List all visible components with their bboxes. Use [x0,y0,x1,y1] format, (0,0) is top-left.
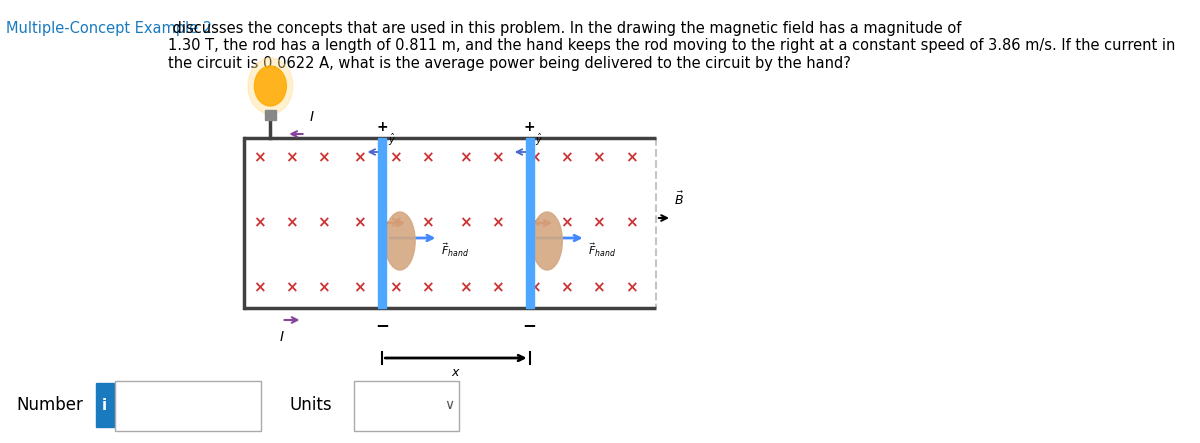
Text: discusses the concepts that are used in this problem. In the drawing the magneti: discusses the concepts that are used in … [168,21,1175,71]
Text: ×: × [354,280,366,295]
Text: ×: × [421,215,434,230]
Circle shape [248,58,293,114]
Bar [265,110,276,120]
Text: ×: × [390,215,402,230]
Text: i: i [102,397,107,412]
Text: $I$: $I$ [310,110,314,124]
Text: ×: × [286,151,299,166]
Text: ×: × [625,215,638,230]
Text: ×: × [491,151,504,166]
Text: ×: × [390,280,402,295]
Text: ×: × [318,215,330,230]
Text: ×: × [528,215,541,230]
Text: ×: × [253,280,266,295]
Text: ×: × [592,215,605,230]
Text: −: − [376,316,389,334]
FancyBboxPatch shape [115,381,260,431]
Text: +: + [377,120,388,134]
Text: ×: × [625,151,638,166]
Text: ×: × [354,151,366,166]
Text: Units: Units [289,396,332,414]
Text: −: − [522,316,536,334]
Text: ×: × [354,215,366,230]
Text: $\vec{B}$: $\vec{B}$ [673,191,683,208]
Text: ×: × [286,215,299,230]
Text: +: + [523,120,535,134]
Text: ×: × [491,215,504,230]
Ellipse shape [385,212,415,270]
Bar [378,138,386,308]
Text: $x$: $x$ [451,366,461,379]
Circle shape [254,66,287,106]
Bar [526,138,534,308]
Text: ×: × [460,280,472,295]
Text: ×: × [592,151,605,166]
Text: ×: × [528,151,541,166]
Text: $\vec{F}_{hand}$: $\vec{F}_{hand}$ [440,241,469,259]
Text: ×: × [390,151,402,166]
Text: ×: × [560,215,572,230]
Text: $\vec{F}_{hand}$: $\vec{F}_{hand}$ [588,241,616,259]
Text: $\hat{y}$: $\hat{y}$ [535,132,544,148]
Text: ×: × [625,280,638,295]
Text: ×: × [592,280,605,295]
Text: Number: Number [16,396,83,414]
Text: ×: × [421,280,434,295]
Ellipse shape [532,212,563,270]
Text: ×: × [560,151,572,166]
Text: ×: × [318,280,330,295]
Text: ×: × [286,280,299,295]
Text: ×: × [253,151,266,166]
Text: ×: × [560,280,572,295]
Text: ×: × [460,151,472,166]
FancyBboxPatch shape [354,381,460,431]
Text: ×: × [491,280,504,295]
Text: ×: × [318,151,330,166]
Text: $I$: $I$ [278,330,284,344]
Text: ×: × [528,280,541,295]
Bar [96,383,114,427]
Text: ∨: ∨ [444,398,455,412]
Text: ×: × [421,151,434,166]
Text: ×: × [253,215,266,230]
Text: ×: × [460,215,472,230]
Text: $\hat{y}$: $\hat{y}$ [388,132,396,148]
Text: Multiple-Concept Example 2: Multiple-Concept Example 2 [6,21,212,36]
